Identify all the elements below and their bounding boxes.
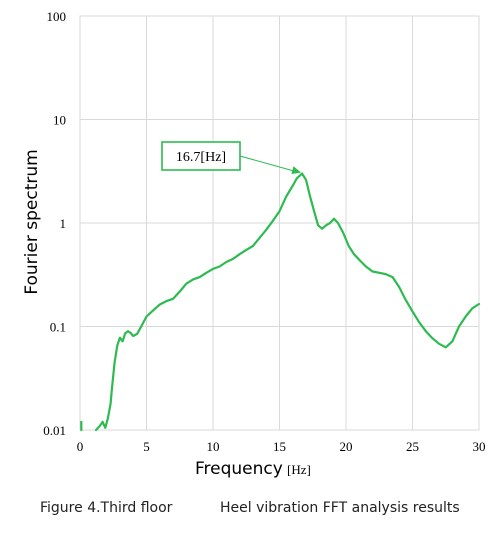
x-tick-label: 10 [207,439,220,454]
annotation-arrowhead [291,166,302,174]
fft-chart: 0 5 10 15 20 25 30 0.01 0.1 1 10 100 16.7[Hz] Freq… [22,9,486,479]
annotation-box [161,141,241,171]
y-tick-label: 0.01 [43,423,66,438]
x-tick-label: 30 [473,439,486,454]
figure-caption-description: Heel vibration FFT analysis results [220,500,460,516]
x-tick-label: 15 [273,439,286,454]
annotation-label: 16.7[Hz] [176,150,226,165]
grid-lines [79,15,480,431]
x-tick-label: 5 [143,439,150,454]
figure-caption: Figure 4.Third floor [40,500,173,516]
plot-frame [79,15,480,431]
y-tick-labels: 0.01 0.1 1 10 100 [43,9,66,438]
y-axis-label: Fourier spectrum [22,149,42,294]
x-axis-unit: [Hz] [287,462,311,477]
x-tick-label: 25 [406,439,419,454]
y-tick-label: 0.1 [50,320,66,335]
series-lines [80,172,481,432]
x-tick-labels: 0 5 10 15 20 25 30 [77,439,486,454]
x-tick-label: 0 [77,439,84,454]
x-axis-label: Frequency [195,459,283,479]
annotation-leader [239,155,297,173]
plot-border [79,15,480,431]
y-tick-label: 1 [60,216,67,231]
x-tick-label: 20 [340,439,353,454]
spectrum-line [94,172,481,432]
y-tick-label: 100 [47,9,67,24]
peak-annotation: 16.7[Hz] [161,141,302,174]
y-tick-label: 10 [53,113,66,128]
